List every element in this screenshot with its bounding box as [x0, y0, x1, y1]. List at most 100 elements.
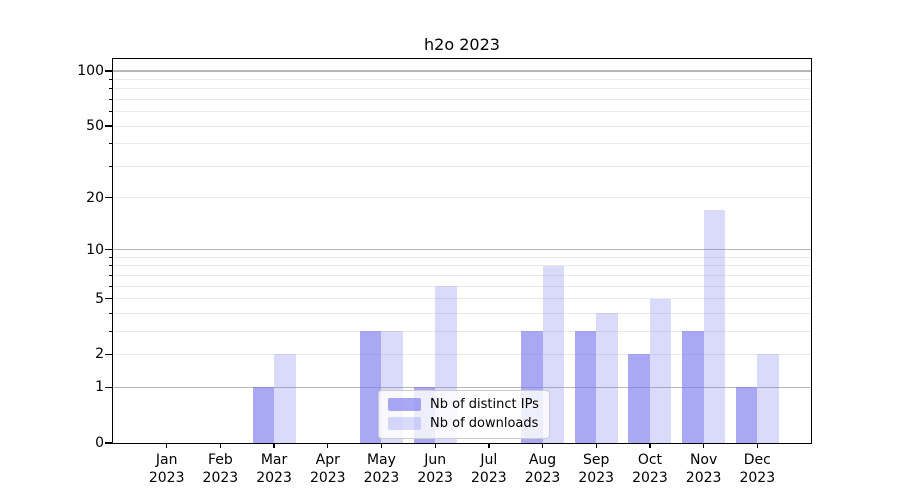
legend-swatch-downloads: [388, 417, 421, 430]
x-tick-label: Dec 2023: [725, 451, 789, 487]
x-tick-label: Sep 2023: [564, 451, 628, 487]
gridline-minor: [113, 285, 811, 287]
x-tick-label: Jan 2023: [135, 451, 199, 487]
y-tick: [105, 249, 112, 251]
y-tick: [105, 386, 112, 388]
bar-downloads: [274, 354, 296, 443]
gridline-minor: [113, 125, 811, 127]
year-label: 2023: [632, 470, 668, 486]
x-tick: [327, 443, 329, 448]
x-tick: [166, 443, 168, 448]
legend-label: Nb of downloads: [430, 416, 539, 431]
year-label: 2023: [256, 470, 292, 486]
month-label: Jan: [155, 452, 178, 468]
y-minor-tick: [109, 165, 113, 167]
month-label: May: [366, 452, 396, 468]
x-tick-label: May 2023: [349, 451, 413, 487]
year-label: 2023: [578, 470, 615, 486]
x-tick: [488, 443, 490, 448]
legend: Nb of distinct IPs Nb of downloads: [378, 390, 550, 439]
y-tick: [105, 196, 112, 199]
bar-downloads: [596, 313, 618, 443]
y-minor-tick: [109, 111, 113, 113]
legend-label: Nb of distinct IPs: [430, 397, 539, 412]
year-label: 2023: [309, 470, 346, 486]
x-tick: [380, 443, 383, 448]
x-tick: [273, 443, 275, 448]
bar-distinct-ips: [628, 354, 650, 443]
plot-area: [113, 59, 811, 443]
bar-distinct-ips: [735, 387, 758, 443]
gridline-minor: [113, 256, 811, 258]
x-tick: [756, 443, 758, 448]
x-tick: [434, 443, 436, 448]
y-tick-label: 1: [95, 379, 104, 396]
bar-distinct-ips: [682, 331, 704, 443]
bar-distinct-ips: [252, 387, 275, 443]
x-tick: [703, 443, 705, 448]
gridline-major: [113, 386, 811, 388]
gridline-minor: [113, 265, 811, 267]
y-tick-label: 50: [86, 118, 104, 135]
bar-distinct-ips: [359, 331, 382, 443]
gridline-major: [113, 249, 811, 251]
year-label: 2023: [739, 470, 776, 486]
month-label: Oct: [637, 452, 663, 468]
y-tick: [105, 125, 112, 127]
y-minor-tick: [109, 256, 113, 258]
month-label: Mar: [260, 452, 288, 468]
year-label: 2023: [685, 470, 722, 486]
y-minor-tick: [109, 143, 113, 145]
year-label: 2023: [202, 470, 239, 486]
month-label: Dec: [743, 452, 771, 468]
gridline-minor: [113, 353, 811, 355]
bar-distinct-ips: [574, 331, 597, 443]
gridline-minor: [113, 78, 811, 80]
y-tick: [105, 353, 112, 356]
year-label: 2023: [471, 470, 507, 486]
year-label: 2023: [417, 470, 453, 486]
month-label: Jul: [480, 452, 498, 468]
month-label: Feb: [207, 452, 233, 468]
month-label: Apr: [315, 452, 340, 468]
gridline-minor: [113, 312, 811, 314]
x-tick-label: Aug 2023: [511, 451, 575, 487]
year-label: 2023: [524, 470, 561, 486]
bar-downloads: [649, 298, 672, 443]
x-tick: [649, 443, 651, 448]
y-minor-tick: [109, 98, 113, 100]
y-tick: [105, 442, 112, 444]
x-tick-label: Jul 2023: [457, 451, 521, 487]
year-label: 2023: [148, 470, 185, 486]
gridline-minor: [113, 274, 811, 276]
chart-title: h2o 2023: [424, 35, 500, 54]
gridline-minor: [113, 165, 811, 167]
gridline-major: [113, 70, 811, 72]
y-minor-tick: [109, 312, 113, 314]
month-label: Sep: [583, 452, 610, 468]
gridline-minor: [113, 88, 811, 90]
x-tick-label: Feb 2023: [188, 451, 252, 487]
gridline-minor: [113, 111, 811, 113]
y-minor-tick: [109, 330, 113, 332]
y-minor-tick: [109, 88, 113, 90]
gridline-minor: [113, 98, 811, 100]
x-tick-label: Oct 2023: [618, 451, 682, 487]
legend-entry: Nb of distinct IPs: [388, 397, 539, 412]
y-tick-label: 20: [86, 189, 104, 206]
gridline-minor: [113, 197, 811, 199]
y-minor-tick: [109, 274, 113, 276]
y-tick-label: 100: [77, 62, 104, 79]
month-label: Aug: [528, 452, 557, 468]
x-tick-label: Mar 2023: [242, 451, 306, 487]
legend-swatch-distinct-ips: [388, 398, 421, 411]
y-minor-tick: [109, 265, 113, 267]
x-tick: [541, 443, 544, 448]
y-minor-tick: [109, 285, 113, 287]
y-tick-label: 2: [95, 346, 104, 363]
gridline-minor: [113, 143, 811, 145]
y-tick: [105, 297, 112, 300]
x-tick-label: Jun 2023: [403, 451, 467, 487]
month-label: Nov: [689, 452, 718, 468]
